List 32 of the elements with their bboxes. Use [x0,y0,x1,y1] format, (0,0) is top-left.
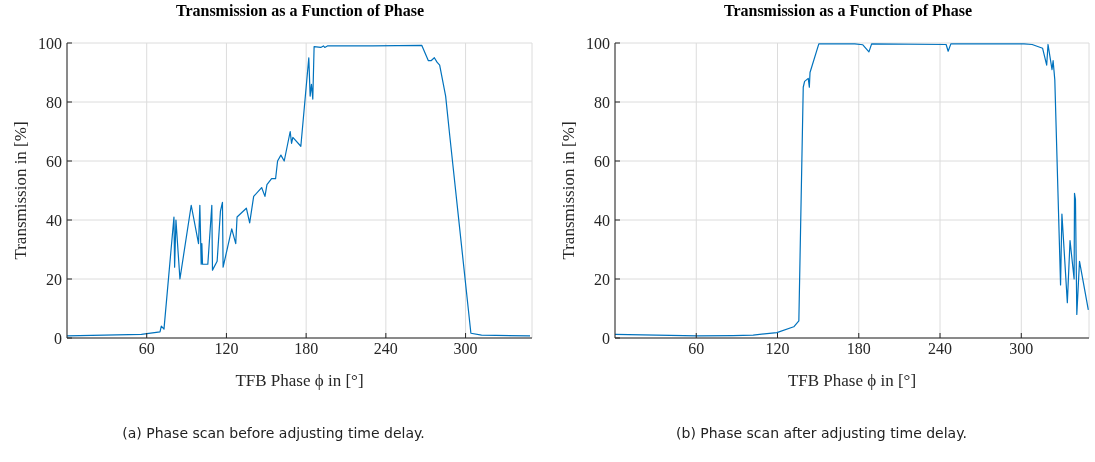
y-tick-label: 60 [46,152,62,170]
line-series [615,43,1089,337]
y-tick-label: 60 [594,152,610,170]
y-axis-title: Transmission in [%] [11,121,31,260]
x-tick-label: 300 [453,340,478,358]
y-tick-label: 20 [594,270,610,288]
y-tick-label: 100 [38,34,62,52]
x-tick-label: 120 [214,340,239,358]
x-tick-label: 240 [373,340,398,358]
x-tick-label: 180 [294,340,319,358]
x-tick-label: 180 [846,340,871,358]
x-tick-label: 300 [1009,340,1034,358]
text: (b) Phase scan after adjusting time delay. [675,425,968,441]
y-tick-label: 100 [586,34,610,52]
y-tick-label: 0 [602,329,610,347]
y-tick-label: 40 [594,211,610,229]
text: (a) Phase scan before adjusting time delay. [121,425,426,441]
y-tick-label: 0 [54,329,62,347]
x-axis-title: TFB Phase ϕ in [°] [235,371,364,391]
y-axis-title: Transmission in [%] [559,121,579,260]
y-tick-label: 20 [46,270,62,288]
chart-title: Transmission as a Function of Phase [174,2,426,20]
chart-title: Transmission as a Function of Phase [722,2,974,20]
x-axis-title: TFB Phase ϕ in [°] [787,371,917,391]
x-tick-label: 60 [138,340,155,358]
x-tick-label: 240 [928,340,953,358]
y-tick-label: 80 [594,93,610,111]
y-tick-label: 80 [46,93,62,111]
x-tick-label: 120 [765,340,790,358]
x-tick-label: 60 [688,340,705,358]
y-tick-label: 40 [46,211,62,229]
line-series [67,44,531,337]
